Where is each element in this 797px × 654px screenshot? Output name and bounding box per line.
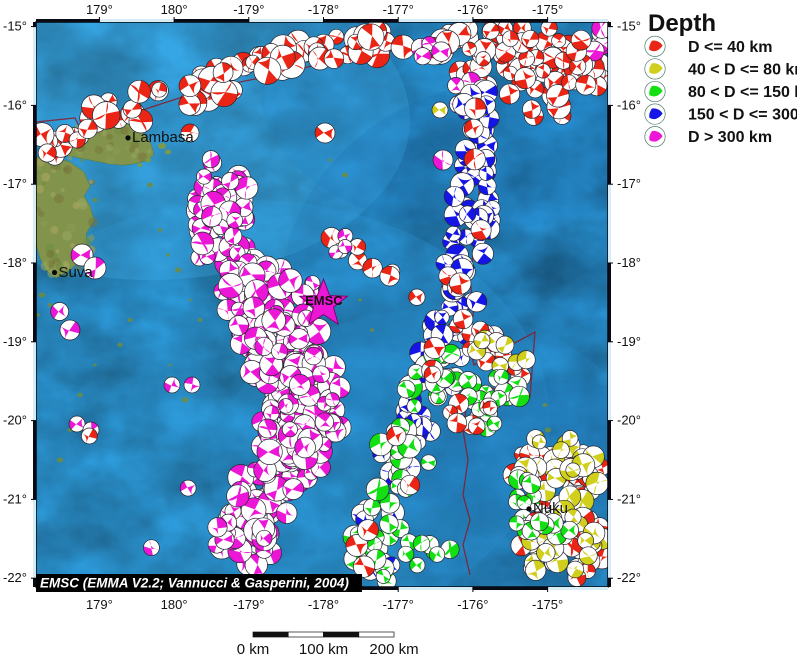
svg-text:-22°: -22° <box>3 570 27 585</box>
svg-text:179°: 179° <box>86 597 113 612</box>
svg-text:-17°: -17° <box>3 176 27 191</box>
svg-text:EMSC: EMSC <box>305 293 343 308</box>
svg-text:179°: 179° <box>86 2 113 17</box>
svg-text:D > 300 km: D > 300 km <box>688 129 772 146</box>
svg-text:200 km: 200 km <box>369 641 418 654</box>
svg-text:-177°: -177° <box>383 2 414 17</box>
svg-text:Lambasa: Lambasa <box>132 129 194 146</box>
svg-text:100 km: 100 km <box>299 641 348 654</box>
svg-text:-22°: -22° <box>617 570 641 585</box>
svg-text:-178°: -178° <box>308 2 339 17</box>
svg-text:-176°: -176° <box>457 597 488 612</box>
svg-text:Depth: Depth <box>648 10 716 37</box>
svg-text:-15°: -15° <box>617 19 641 34</box>
svg-text:-21°: -21° <box>3 491 27 506</box>
svg-text:150 < D <= 300 km: 150 < D <= 300 km <box>688 107 797 124</box>
svg-text:Suva: Suva <box>59 264 94 281</box>
svg-text:-175°: -175° <box>532 2 563 17</box>
svg-text:-19°: -19° <box>3 334 27 349</box>
svg-text:-17°: -17° <box>617 176 641 191</box>
svg-text:-16°: -16° <box>3 97 27 112</box>
svg-text:-18°: -18° <box>617 255 641 270</box>
svg-text:-179°: -179° <box>233 2 264 17</box>
svg-text:0 km: 0 km <box>237 641 270 654</box>
svg-text:-19°: -19° <box>617 334 641 349</box>
svg-text:Nuku: Nuku <box>533 500 568 517</box>
svg-text:-176°: -176° <box>457 2 488 17</box>
svg-text:D <= 40 km: D <= 40 km <box>688 39 773 56</box>
svg-text:180°: 180° <box>161 597 188 612</box>
svg-text:40 < D <= 80 km: 40 < D <= 80 km <box>688 61 797 78</box>
svg-text:-178°: -178° <box>308 597 339 612</box>
svg-text:80 < D <= 150 km: 80 < D <= 150 km <box>688 84 797 101</box>
svg-text:-175°: -175° <box>532 597 563 612</box>
svg-text:180°: 180° <box>161 2 188 17</box>
svg-text:EMSC (EMMA V2.2; Vannucci & Ga: EMSC (EMMA V2.2; Vannucci & Gasperini, 2… <box>40 576 349 591</box>
svg-text:-15°: -15° <box>3 19 27 34</box>
svg-text:-20°: -20° <box>617 413 641 428</box>
svg-text:-177°: -177° <box>383 597 414 612</box>
svg-text:-16°: -16° <box>617 97 641 112</box>
svg-text:-20°: -20° <box>3 413 27 428</box>
svg-text:-18°: -18° <box>3 255 27 270</box>
svg-text:-179°: -179° <box>233 597 264 612</box>
svg-text:-21°: -21° <box>617 491 641 506</box>
